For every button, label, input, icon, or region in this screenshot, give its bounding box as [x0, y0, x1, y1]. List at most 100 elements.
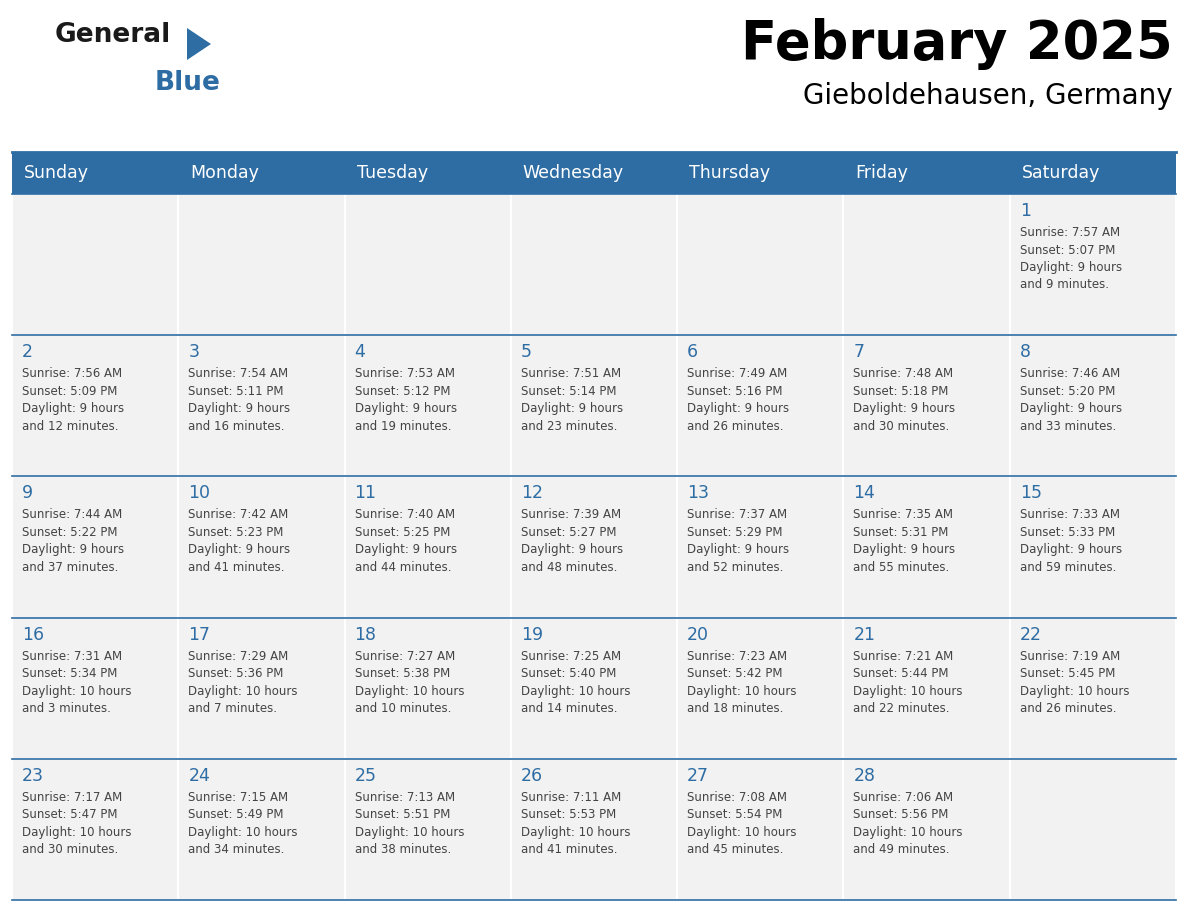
FancyBboxPatch shape [12, 618, 178, 759]
Text: 14: 14 [853, 485, 876, 502]
FancyBboxPatch shape [178, 759, 345, 900]
Text: 15: 15 [1019, 485, 1042, 502]
FancyBboxPatch shape [677, 194, 843, 335]
FancyBboxPatch shape [511, 759, 677, 900]
Text: 5: 5 [520, 343, 532, 361]
Text: 9: 9 [23, 485, 33, 502]
Text: Friday: Friday [855, 164, 909, 182]
Text: 4: 4 [354, 343, 366, 361]
Text: 24: 24 [188, 767, 210, 785]
Text: 3: 3 [188, 343, 200, 361]
Text: Wednesday: Wednesday [523, 164, 624, 182]
Text: Tuesday: Tuesday [356, 164, 428, 182]
Text: 2: 2 [23, 343, 33, 361]
Text: Sunrise: 7:49 AM
Sunset: 5:16 PM
Daylight: 9 hours
and 26 minutes.: Sunrise: 7:49 AM Sunset: 5:16 PM Dayligh… [687, 367, 789, 432]
FancyBboxPatch shape [345, 194, 511, 335]
Text: 23: 23 [23, 767, 44, 785]
FancyBboxPatch shape [12, 194, 178, 335]
FancyBboxPatch shape [511, 476, 677, 618]
Text: 22: 22 [1019, 625, 1042, 644]
FancyBboxPatch shape [677, 618, 843, 759]
FancyBboxPatch shape [1010, 759, 1176, 900]
Text: Sunrise: 7:37 AM
Sunset: 5:29 PM
Daylight: 9 hours
and 52 minutes.: Sunrise: 7:37 AM Sunset: 5:29 PM Dayligh… [687, 509, 789, 574]
Text: Sunrise: 7:54 AM
Sunset: 5:11 PM
Daylight: 9 hours
and 16 minutes.: Sunrise: 7:54 AM Sunset: 5:11 PM Dayligh… [188, 367, 290, 432]
Text: 27: 27 [687, 767, 709, 785]
Text: 20: 20 [687, 625, 709, 644]
Text: Sunrise: 7:25 AM
Sunset: 5:40 PM
Daylight: 10 hours
and 14 minutes.: Sunrise: 7:25 AM Sunset: 5:40 PM Dayligh… [520, 650, 631, 715]
FancyBboxPatch shape [345, 476, 511, 618]
Text: Gieboldehausen, Germany: Gieboldehausen, Germany [803, 82, 1173, 110]
Polygon shape [187, 28, 211, 60]
Text: Sunrise: 7:35 AM
Sunset: 5:31 PM
Daylight: 9 hours
and 55 minutes.: Sunrise: 7:35 AM Sunset: 5:31 PM Dayligh… [853, 509, 955, 574]
Text: Monday: Monday [190, 164, 259, 182]
Text: 17: 17 [188, 625, 210, 644]
Text: 21: 21 [853, 625, 876, 644]
FancyBboxPatch shape [1010, 476, 1176, 618]
Text: 18: 18 [354, 625, 377, 644]
FancyBboxPatch shape [677, 335, 843, 476]
FancyBboxPatch shape [843, 476, 1010, 618]
Text: 12: 12 [520, 485, 543, 502]
FancyBboxPatch shape [843, 194, 1010, 335]
FancyBboxPatch shape [12, 476, 178, 618]
FancyBboxPatch shape [345, 335, 511, 476]
FancyBboxPatch shape [12, 759, 178, 900]
FancyBboxPatch shape [677, 476, 843, 618]
Text: 10: 10 [188, 485, 210, 502]
Text: Sunrise: 7:27 AM
Sunset: 5:38 PM
Daylight: 10 hours
and 10 minutes.: Sunrise: 7:27 AM Sunset: 5:38 PM Dayligh… [354, 650, 465, 715]
Text: Sunrise: 7:48 AM
Sunset: 5:18 PM
Daylight: 9 hours
and 30 minutes.: Sunrise: 7:48 AM Sunset: 5:18 PM Dayligh… [853, 367, 955, 432]
FancyBboxPatch shape [345, 759, 511, 900]
FancyBboxPatch shape [178, 194, 345, 335]
FancyBboxPatch shape [677, 759, 843, 900]
FancyBboxPatch shape [12, 152, 1176, 194]
Text: 13: 13 [687, 485, 709, 502]
FancyBboxPatch shape [511, 194, 677, 335]
Text: 6: 6 [687, 343, 699, 361]
Text: 7: 7 [853, 343, 865, 361]
Text: Saturday: Saturday [1022, 164, 1100, 182]
Text: Sunrise: 7:15 AM
Sunset: 5:49 PM
Daylight: 10 hours
and 34 minutes.: Sunrise: 7:15 AM Sunset: 5:49 PM Dayligh… [188, 790, 298, 856]
Text: Sunrise: 7:06 AM
Sunset: 5:56 PM
Daylight: 10 hours
and 49 minutes.: Sunrise: 7:06 AM Sunset: 5:56 PM Dayligh… [853, 790, 963, 856]
FancyBboxPatch shape [345, 618, 511, 759]
Text: Sunrise: 7:31 AM
Sunset: 5:34 PM
Daylight: 10 hours
and 3 minutes.: Sunrise: 7:31 AM Sunset: 5:34 PM Dayligh… [23, 650, 132, 715]
FancyBboxPatch shape [1010, 335, 1176, 476]
Text: Sunrise: 7:57 AM
Sunset: 5:07 PM
Daylight: 9 hours
and 9 minutes.: Sunrise: 7:57 AM Sunset: 5:07 PM Dayligh… [1019, 226, 1121, 292]
Text: Sunrise: 7:56 AM
Sunset: 5:09 PM
Daylight: 9 hours
and 12 minutes.: Sunrise: 7:56 AM Sunset: 5:09 PM Dayligh… [23, 367, 124, 432]
Text: Sunrise: 7:29 AM
Sunset: 5:36 PM
Daylight: 10 hours
and 7 minutes.: Sunrise: 7:29 AM Sunset: 5:36 PM Dayligh… [188, 650, 298, 715]
Text: Sunrise: 7:39 AM
Sunset: 5:27 PM
Daylight: 9 hours
and 48 minutes.: Sunrise: 7:39 AM Sunset: 5:27 PM Dayligh… [520, 509, 623, 574]
FancyBboxPatch shape [178, 618, 345, 759]
Text: Sunrise: 7:46 AM
Sunset: 5:20 PM
Daylight: 9 hours
and 33 minutes.: Sunrise: 7:46 AM Sunset: 5:20 PM Dayligh… [1019, 367, 1121, 432]
Text: 1: 1 [1019, 202, 1031, 220]
FancyBboxPatch shape [178, 476, 345, 618]
Text: Sunrise: 7:11 AM
Sunset: 5:53 PM
Daylight: 10 hours
and 41 minutes.: Sunrise: 7:11 AM Sunset: 5:53 PM Dayligh… [520, 790, 631, 856]
FancyBboxPatch shape [843, 759, 1010, 900]
FancyBboxPatch shape [843, 618, 1010, 759]
Text: General: General [55, 22, 171, 48]
Text: 16: 16 [23, 625, 44, 644]
Text: Sunrise: 7:19 AM
Sunset: 5:45 PM
Daylight: 10 hours
and 26 minutes.: Sunrise: 7:19 AM Sunset: 5:45 PM Dayligh… [1019, 650, 1130, 715]
Text: 26: 26 [520, 767, 543, 785]
Text: Sunrise: 7:53 AM
Sunset: 5:12 PM
Daylight: 9 hours
and 19 minutes.: Sunrise: 7:53 AM Sunset: 5:12 PM Dayligh… [354, 367, 456, 432]
Text: Sunrise: 7:13 AM
Sunset: 5:51 PM
Daylight: 10 hours
and 38 minutes.: Sunrise: 7:13 AM Sunset: 5:51 PM Dayligh… [354, 790, 465, 856]
Text: Sunrise: 7:33 AM
Sunset: 5:33 PM
Daylight: 9 hours
and 59 minutes.: Sunrise: 7:33 AM Sunset: 5:33 PM Dayligh… [1019, 509, 1121, 574]
Text: Sunrise: 7:44 AM
Sunset: 5:22 PM
Daylight: 9 hours
and 37 minutes.: Sunrise: 7:44 AM Sunset: 5:22 PM Dayligh… [23, 509, 124, 574]
Text: 25: 25 [354, 767, 377, 785]
FancyBboxPatch shape [511, 335, 677, 476]
Text: Sunrise: 7:23 AM
Sunset: 5:42 PM
Daylight: 10 hours
and 18 minutes.: Sunrise: 7:23 AM Sunset: 5:42 PM Dayligh… [687, 650, 797, 715]
Text: Sunrise: 7:21 AM
Sunset: 5:44 PM
Daylight: 10 hours
and 22 minutes.: Sunrise: 7:21 AM Sunset: 5:44 PM Dayligh… [853, 650, 963, 715]
FancyBboxPatch shape [178, 335, 345, 476]
FancyBboxPatch shape [12, 335, 178, 476]
Text: Sunrise: 7:17 AM
Sunset: 5:47 PM
Daylight: 10 hours
and 30 minutes.: Sunrise: 7:17 AM Sunset: 5:47 PM Dayligh… [23, 790, 132, 856]
Text: February 2025: February 2025 [741, 18, 1173, 70]
Text: Sunrise: 7:40 AM
Sunset: 5:25 PM
Daylight: 9 hours
and 44 minutes.: Sunrise: 7:40 AM Sunset: 5:25 PM Dayligh… [354, 509, 456, 574]
Text: 11: 11 [354, 485, 377, 502]
Text: Sunrise: 7:42 AM
Sunset: 5:23 PM
Daylight: 9 hours
and 41 minutes.: Sunrise: 7:42 AM Sunset: 5:23 PM Dayligh… [188, 509, 290, 574]
Text: Sunday: Sunday [24, 164, 89, 182]
Text: Sunrise: 7:51 AM
Sunset: 5:14 PM
Daylight: 9 hours
and 23 minutes.: Sunrise: 7:51 AM Sunset: 5:14 PM Dayligh… [520, 367, 623, 432]
FancyBboxPatch shape [511, 618, 677, 759]
Text: 28: 28 [853, 767, 876, 785]
Text: 19: 19 [520, 625, 543, 644]
Text: Sunrise: 7:08 AM
Sunset: 5:54 PM
Daylight: 10 hours
and 45 minutes.: Sunrise: 7:08 AM Sunset: 5:54 PM Dayligh… [687, 790, 797, 856]
FancyBboxPatch shape [843, 335, 1010, 476]
Text: 8: 8 [1019, 343, 1031, 361]
